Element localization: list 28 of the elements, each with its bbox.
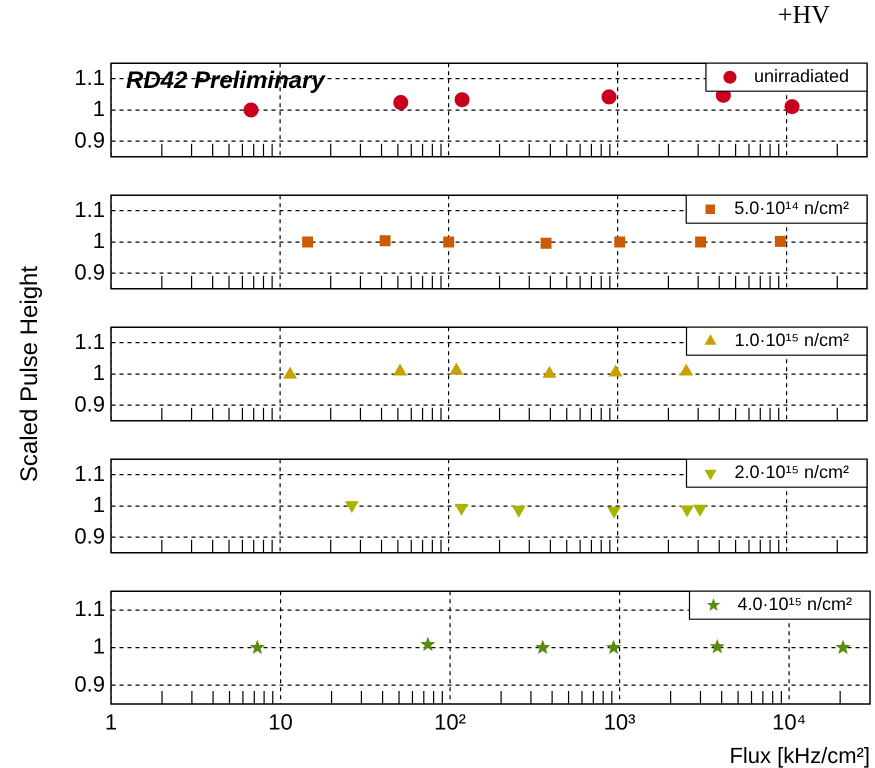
x-tick-label: 10⁴ (772, 709, 806, 734)
legend-label: 4.0·10¹⁵ n/cm² (738, 594, 852, 614)
y-tick-label: 0.9 (74, 127, 105, 152)
y-tick-label: 1 (92, 360, 105, 386)
y-tick-label: 1 (92, 634, 105, 659)
x-tick-label: 10 (268, 709, 293, 734)
legend-label: unirradiated (754, 66, 849, 86)
x-tick-label: 10³ (604, 709, 636, 734)
x-axis-title: Flux [kHz/cm²] (729, 742, 870, 768)
legend-label: 5.0·10¹⁴ n/cm² (734, 198, 850, 218)
y-tick-label: 0.9 (74, 523, 105, 548)
y-tick-label: 0.9 (74, 671, 105, 696)
y-axis-title: Scaled Pulse Height (16, 266, 44, 482)
y-tick-label: 1 (92, 492, 105, 518)
legend-label: 2.0·10¹⁵ n/cm² (734, 462, 850, 482)
y-tick-label: 0.9 (74, 259, 105, 284)
x-tick-label: 10² (434, 709, 466, 734)
y-tick-label: 1 (92, 96, 105, 122)
text: +HV (778, 0, 830, 30)
legend-label: 1.0·10¹⁵ n/cm² (734, 330, 850, 350)
y-tick-label: 1 (92, 228, 105, 254)
y-tick-label: 1.1 (74, 196, 105, 222)
y-tick-label: 0.9 (74, 391, 105, 416)
y-tick-label: 1.1 (74, 64, 105, 90)
y-tick-label: 1.1 (74, 460, 105, 486)
y-tick-label: 1.1 (74, 328, 105, 354)
y-tick-label: 1.1 (74, 596, 105, 622)
annotation: RD42 Preliminary (126, 67, 325, 95)
